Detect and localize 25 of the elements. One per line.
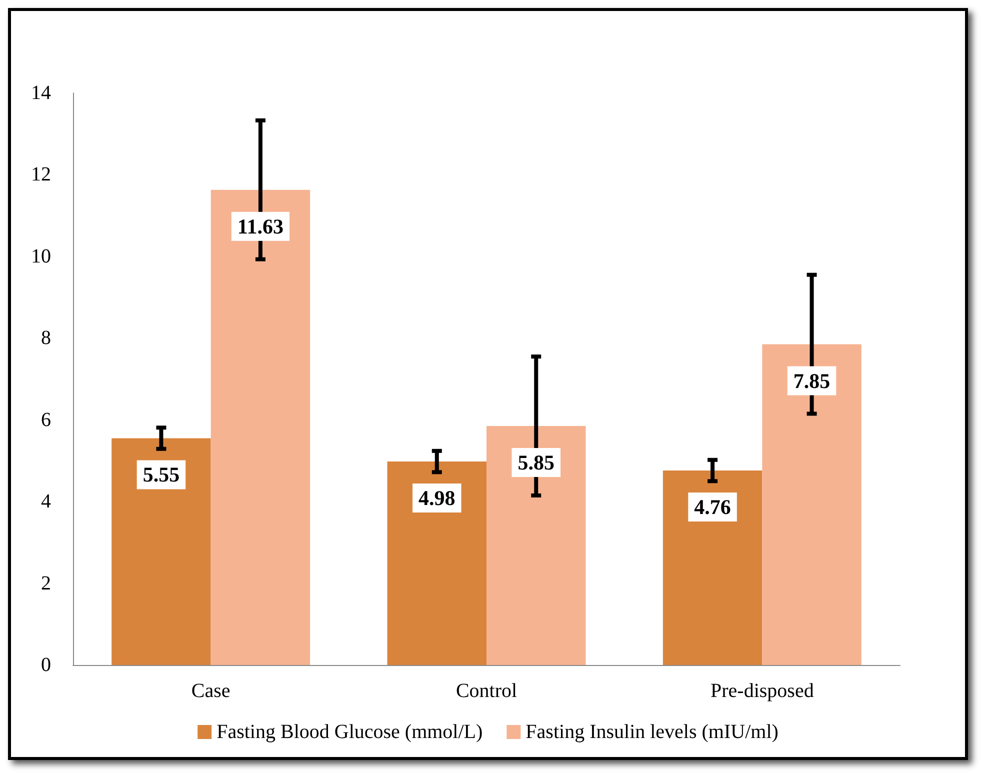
bar xyxy=(662,470,762,665)
bar xyxy=(762,344,862,665)
x-tick-label: Pre-disposed xyxy=(710,680,814,702)
bar xyxy=(486,426,586,665)
data-label: 11.63 xyxy=(237,214,284,238)
data-label: 7.85 xyxy=(793,368,830,393)
y-tick-label: 2 xyxy=(41,572,51,594)
y-tick-label: 10 xyxy=(31,245,51,268)
x-tick-label: Control xyxy=(456,680,518,702)
bar xyxy=(387,462,486,665)
data-label: 5.85 xyxy=(518,450,554,474)
y-tick-label: 12 xyxy=(31,164,51,186)
y-tick-label: 4 xyxy=(41,490,51,513)
legend-label: Fasting Insulin levels (mIU/ml) xyxy=(526,721,778,743)
bar xyxy=(210,190,310,665)
data-label: 4.98 xyxy=(418,486,456,510)
bar xyxy=(112,438,211,665)
y-tick-label: 8 xyxy=(41,327,51,350)
legend-label: Fasting Blood Glucose (mmol/L) xyxy=(216,721,483,743)
y-tick-label: 14 xyxy=(31,82,51,104)
y-tick-label: 0 xyxy=(41,654,51,676)
data-label: 5.55 xyxy=(142,462,180,487)
data-label: 4.76 xyxy=(694,495,731,520)
x-tick-label: Case xyxy=(191,680,230,702)
y-tick-label: 6 xyxy=(41,408,51,431)
